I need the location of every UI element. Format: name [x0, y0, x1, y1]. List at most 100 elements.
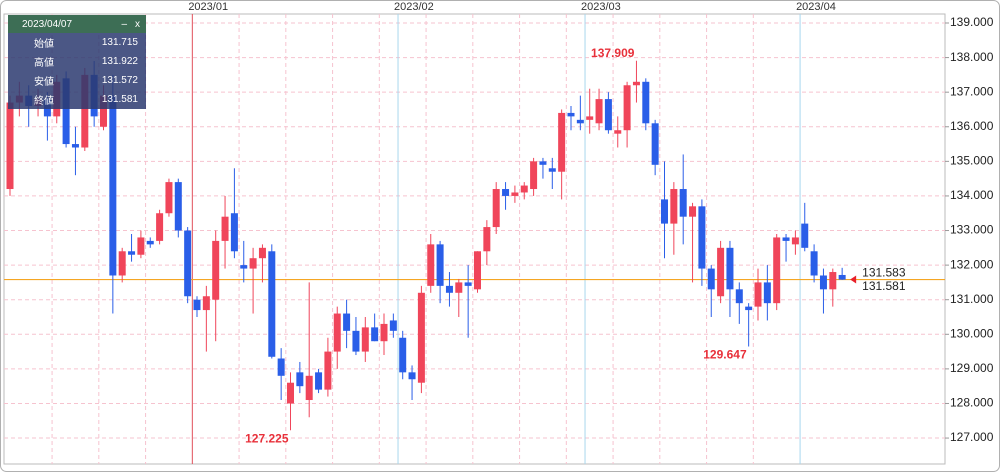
candle-body: [389, 320, 397, 331]
candle-body: [651, 123, 659, 165]
y-tick-label: 139.000: [950, 15, 994, 29]
price-label: 131.581: [862, 279, 906, 293]
candle-body: [698, 206, 706, 269]
candle-body: [6, 102, 14, 190]
candle-body: [417, 292, 425, 383]
info-label: 終値: [34, 96, 54, 107]
info-row: 安値 131.572: [8, 71, 146, 90]
candle-body: [165, 182, 173, 214]
info-label: 高値: [34, 58, 54, 69]
x-tick-label: 2023/02: [394, 1, 434, 13]
candle-body: [445, 285, 453, 293]
candle-body: [62, 78, 70, 145]
candle-body: [782, 237, 790, 241]
candle-body: [427, 244, 435, 286]
info-label: 始値: [34, 39, 54, 50]
candle-body: [333, 313, 341, 352]
candle-body: [754, 282, 762, 307]
candle-body: [156, 213, 164, 241]
candle-body: [586, 116, 594, 120]
candle-body: [502, 189, 510, 196]
y-tick-label: 136.000: [950, 119, 994, 133]
candle-body: [726, 247, 734, 290]
candle-body: [193, 299, 201, 311]
candle-body: [287, 382, 294, 404]
candle-body: [717, 247, 725, 297]
info-row: 高値 131.922: [8, 52, 146, 71]
candle-body: [567, 112, 575, 117]
candle-body: [240, 265, 248, 269]
candle-body: [492, 189, 500, 228]
candle-body: [100, 95, 107, 127]
labels: 127.000 128.000 129.000 130.000 131.000 132.0…: [188, 1, 993, 446]
candle-body: [174, 182, 182, 231]
info-row: 終値 131.581: [8, 90, 146, 109]
info-value: 131.922: [101, 56, 138, 67]
candle-body: [511, 192, 519, 196]
price-marker: [850, 275, 857, 284]
candle-body: [474, 251, 481, 290]
candle-body: [520, 185, 528, 193]
candle-body: [221, 216, 229, 241]
info-date: 2023/04/07: [22, 18, 73, 30]
candle-body: [109, 95, 117, 276]
x-tick-label: 2023/01: [188, 1, 228, 13]
candle-body: [595, 99, 603, 124]
info-value: 131.581: [101, 94, 138, 105]
candle-body: [324, 351, 332, 390]
candle-body: [661, 199, 668, 224]
candle-body: [249, 258, 257, 269]
candle-body: [230, 213, 238, 252]
candle-body: [604, 99, 612, 131]
info-box: 2023/04/07 – x 始値 131.715 高値 131.922 安値 131.5…: [8, 15, 146, 109]
candle-body: [81, 74, 89, 148]
candle-body: [642, 81, 650, 124]
candle-body: [829, 272, 837, 290]
candle-body: [371, 327, 379, 342]
info-header: 2023/04/07 – x: [8, 15, 146, 33]
candle-body: [679, 189, 687, 217]
info-value: 131.572: [101, 75, 138, 86]
candle-body: [838, 274, 846, 280]
candle-body: [632, 81, 640, 86]
candle-body: [305, 375, 313, 401]
x-tick-label: 2023/04: [796, 1, 836, 13]
candle-body: [436, 244, 444, 286]
candle-body: [483, 227, 491, 252]
close-button[interactable]: x: [135, 18, 140, 30]
candle-body: [539, 161, 547, 165]
y-tick-label: 132.000: [950, 257, 994, 271]
candle-body: [614, 130, 622, 134]
candle-body: [408, 372, 416, 380]
candle-body: [258, 247, 266, 259]
y-tick-label: 130.000: [950, 326, 994, 340]
info-row: 始値 131.715: [8, 33, 146, 52]
candle-body: [296, 372, 304, 387]
candle-body: [735, 289, 743, 304]
candle-body: [576, 119, 584, 124]
candle-body: [128, 251, 136, 255]
candle-body: [623, 85, 631, 131]
candle-body: [277, 358, 285, 376]
candles: [6, 60, 846, 431]
candle-body: [689, 206, 697, 217]
annotation: 127.225: [245, 431, 289, 445]
candle-body: [773, 237, 781, 304]
candle-body: [146, 240, 154, 245]
candle-body: [745, 306, 753, 311]
candle-body: [137, 237, 145, 255]
candle-body: [268, 251, 276, 357]
candle-body: [361, 327, 369, 352]
minimize-button[interactable]: –: [121, 18, 127, 30]
candle-body: [791, 237, 799, 245]
annotation: 137.909: [591, 46, 635, 60]
candle-body: [399, 337, 407, 373]
candle-body: [352, 330, 360, 352]
candle-body: [118, 251, 126, 276]
y-tick-label: 134.000: [950, 188, 994, 202]
candle-body: [763, 282, 771, 304]
candle-body: [202, 296, 210, 311]
y-tick-label: 138.000: [950, 50, 994, 64]
